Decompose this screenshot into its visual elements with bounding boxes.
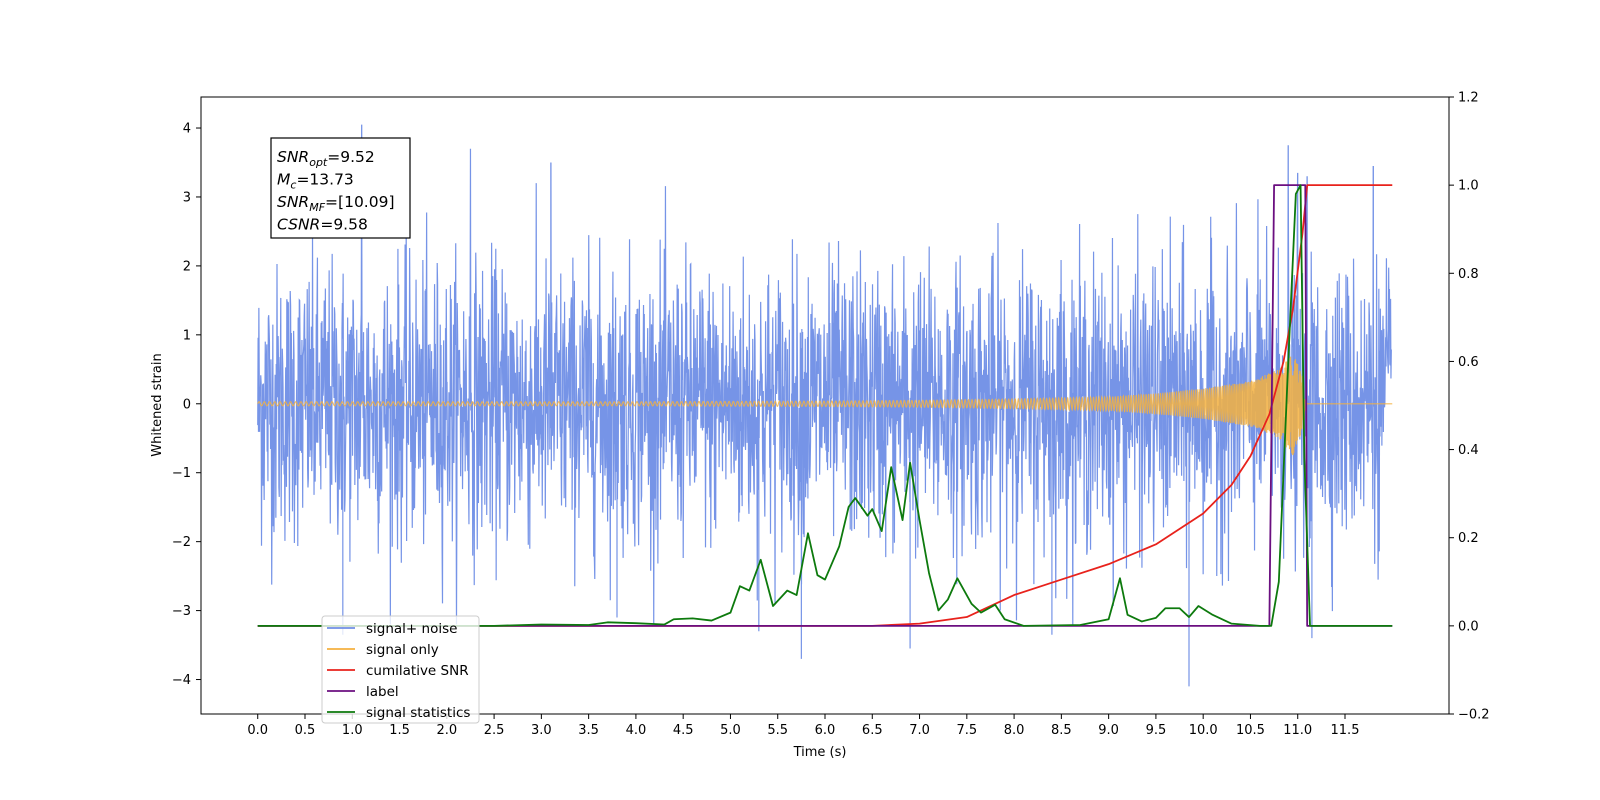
x-tick-label: 5.0: [720, 723, 741, 738]
legend: signal+ noise signal only cumilative SNR la…: [321, 615, 480, 724]
x-tick-label: 10.5: [1236, 723, 1265, 738]
x-tick-label: 7.5: [956, 723, 977, 738]
x-tick-label: 11.0: [1283, 723, 1312, 738]
x-tick-label: 7.0: [909, 723, 930, 738]
series-layer: [257, 124, 1393, 687]
series-signal-only: [257, 356, 1393, 456]
series-signal-noise: [257, 124, 1392, 687]
x-tick-label: 1.5: [389, 723, 410, 738]
x-tick-label: 2.0: [436, 723, 457, 738]
x-tick-label: 0.0: [247, 723, 268, 738]
x-tick-label: 9.5: [1146, 723, 1167, 738]
y-axis-title: Whitened strain: [150, 353, 165, 456]
y-tick-label: 0: [183, 397, 191, 412]
x-tick-label: 1.0: [342, 723, 363, 738]
axes-layer: 0.0 0.5 1.0 1.5 2.0 2.5 3.0 3.5 4.0 4.5 5.0 5.5 6.0 6…: [172, 91, 1490, 739]
annotation-line: SNRopt=9.52: [277, 148, 375, 169]
x-tick-label: 0.5: [295, 723, 316, 738]
x-tick-label: 4.5: [673, 723, 694, 738]
x-tick-label: 11.5: [1331, 723, 1360, 738]
x-tick-label: 8.0: [1004, 723, 1025, 738]
y-tick-label: 2: [183, 259, 191, 274]
y-tick-label: −3: [172, 604, 191, 619]
x-tick-label: 6.5: [862, 723, 883, 738]
x-tick-label: 9.0: [1098, 723, 1119, 738]
x-tick-label: 6.0: [815, 723, 836, 738]
legend-label: label: [366, 684, 399, 700]
legend-frame: [321, 615, 480, 724]
y-right-tick-label: 0.6: [1458, 355, 1479, 370]
x-tick-label: 4.0: [626, 723, 647, 738]
y-right-tick-label: 0.8: [1458, 267, 1479, 282]
x-tick-label: 10.0: [1189, 723, 1218, 738]
annotation-frame: [270, 137, 411, 239]
legend-label: signal+ noise: [366, 621, 457, 637]
y-tick-label: −1: [172, 466, 191, 481]
y-right-tick-label: 0.4: [1458, 443, 1479, 458]
y-right-tick-label: 0.0: [1458, 619, 1479, 634]
annotation-line: CSNR=9.58: [277, 216, 368, 234]
legend-label: signal statistics: [366, 705, 470, 721]
y-tick-label: −4: [172, 673, 191, 688]
series-signal-statistics: [257, 184, 1393, 627]
x-tick-label: 2.5: [484, 723, 505, 738]
legend-label: cumilative SNR: [366, 663, 469, 679]
y-right-tick-label: 1.0: [1458, 179, 1479, 194]
y-right-tick-label: 1.2: [1458, 91, 1479, 106]
annotation-line: Mc=13.73: [277, 171, 354, 192]
x-axis-title: Time (s): [793, 745, 847, 760]
x-tick-label: 8.5: [1051, 723, 1072, 738]
y-right-tick-label: 0.2: [1458, 531, 1479, 546]
x-tick-label: 5.5: [767, 723, 788, 738]
series-cumilative-snr: [257, 184, 1393, 627]
x-tick-label: 3.5: [578, 723, 599, 738]
y-tick-label: 3: [183, 190, 191, 205]
y-tick-label: −2: [172, 535, 191, 550]
legend-label: signal only: [366, 642, 439, 658]
annotation-line: SNRMF=[10.09]: [277, 193, 395, 214]
y-right-tick-label: −0.2: [1458, 708, 1490, 723]
y-tick-label: 4: [183, 122, 191, 137]
x-tick-label: 3.0: [531, 723, 552, 738]
y-tick-label: 1: [183, 328, 191, 343]
